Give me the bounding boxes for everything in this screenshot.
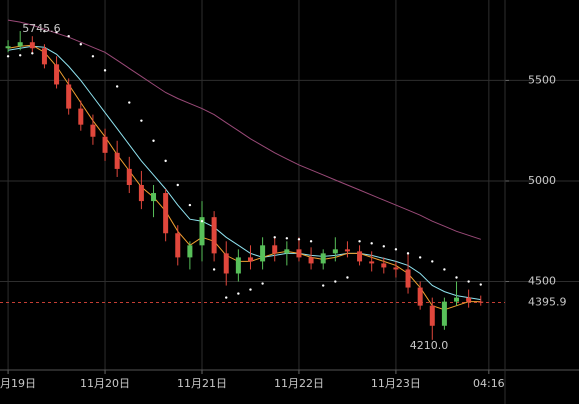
candle-body [90,124,96,137]
candle-body [41,48,47,65]
candle-body [199,217,205,246]
y-tick-label: 5500 [528,73,556,86]
sar-dot [406,252,410,255]
candle-body [5,46,11,49]
candle-body [441,301,447,326]
sar-dot [431,260,434,263]
ma-line [8,19,481,240]
sar-dot [370,242,373,245]
candle-body [151,193,157,202]
candle-body [78,108,84,125]
ma-line [8,45,481,301]
sar-dot [455,276,458,279]
candle-body [247,257,253,262]
sar-dot [19,54,22,57]
candle-body [175,233,181,258]
sar-dot [394,248,398,251]
sar-dot [249,288,252,291]
candle-body [54,64,60,85]
candle-body [211,217,217,254]
candle-body [284,249,290,254]
sar-dot [55,30,58,34]
candle-body [381,263,387,268]
sar-dot [31,52,34,55]
sar-dot [467,280,470,283]
sar-dot [285,237,289,240]
sar-dot [443,268,446,271]
candle-body [29,42,35,49]
candle-body [332,249,338,254]
candle-body [223,253,229,274]
sar-dot [479,283,482,286]
sar-dot [212,268,216,271]
sar-dot [225,296,228,299]
candle-body [320,253,326,264]
candle-body [187,245,193,258]
sar-dot [322,284,325,287]
sar-dot [152,139,155,142]
sar-dot [309,240,313,243]
candle-body [260,245,266,262]
x-tick-label: 04:16 [473,377,505,390]
sar-dot [103,69,107,72]
sar-dot [273,236,276,239]
sar-dot [164,159,167,163]
candle-body [235,257,241,274]
x-tick-label: 11月23日 [371,377,421,390]
candle-body [357,251,363,262]
sar-dot [358,240,361,243]
candle-body [405,269,411,288]
sar-dot [91,55,95,58]
candle-body [393,267,399,270]
ma-line [8,44,481,311]
sar-dot [140,119,143,122]
sar-dot [115,85,119,88]
sar-dot [188,203,192,207]
candle-body [466,297,472,302]
candle-body [114,152,120,169]
candle-body [454,297,460,302]
sar-dot [297,238,301,241]
candle-body [138,185,144,202]
candle-body [66,84,72,109]
candle-body [417,287,423,306]
x-tick-label: 月19日 [0,377,36,390]
x-tick-label: 11月21日 [177,377,227,390]
sar-dot [43,29,46,33]
x-tick-label: 11月22日 [274,377,324,390]
candle-body [296,249,302,258]
sar-dot [346,276,349,279]
candle-body [17,42,23,47]
candle-body [478,301,484,303]
sar-dot [418,256,422,259]
sar-dot [67,34,70,38]
sar-dot [128,101,131,104]
sar-dot [6,55,10,58]
y-tick-label: 5000 [528,174,556,187]
max-label: 5745.6 [22,22,61,35]
sar-dot [176,183,179,187]
min-label: 4210.0 [410,339,449,352]
x-tick-label: 11月20日 [80,377,130,390]
sar-dot [334,280,337,283]
candle-body [272,245,278,254]
sar-dot [261,282,264,285]
y-tick-label: 4500 [528,275,556,288]
candle-body [344,249,350,252]
candle-body [308,257,314,264]
candle-body [429,305,435,326]
candle-body [163,193,169,234]
candle-body [369,261,375,264]
sar-dot [200,219,204,223]
last-price-label: 4395.9 [528,295,567,308]
candle-body [126,168,132,185]
sar-dot [79,43,83,46]
candle-body [102,136,108,153]
sar-dot [382,245,385,248]
sar-dot [237,292,240,295]
